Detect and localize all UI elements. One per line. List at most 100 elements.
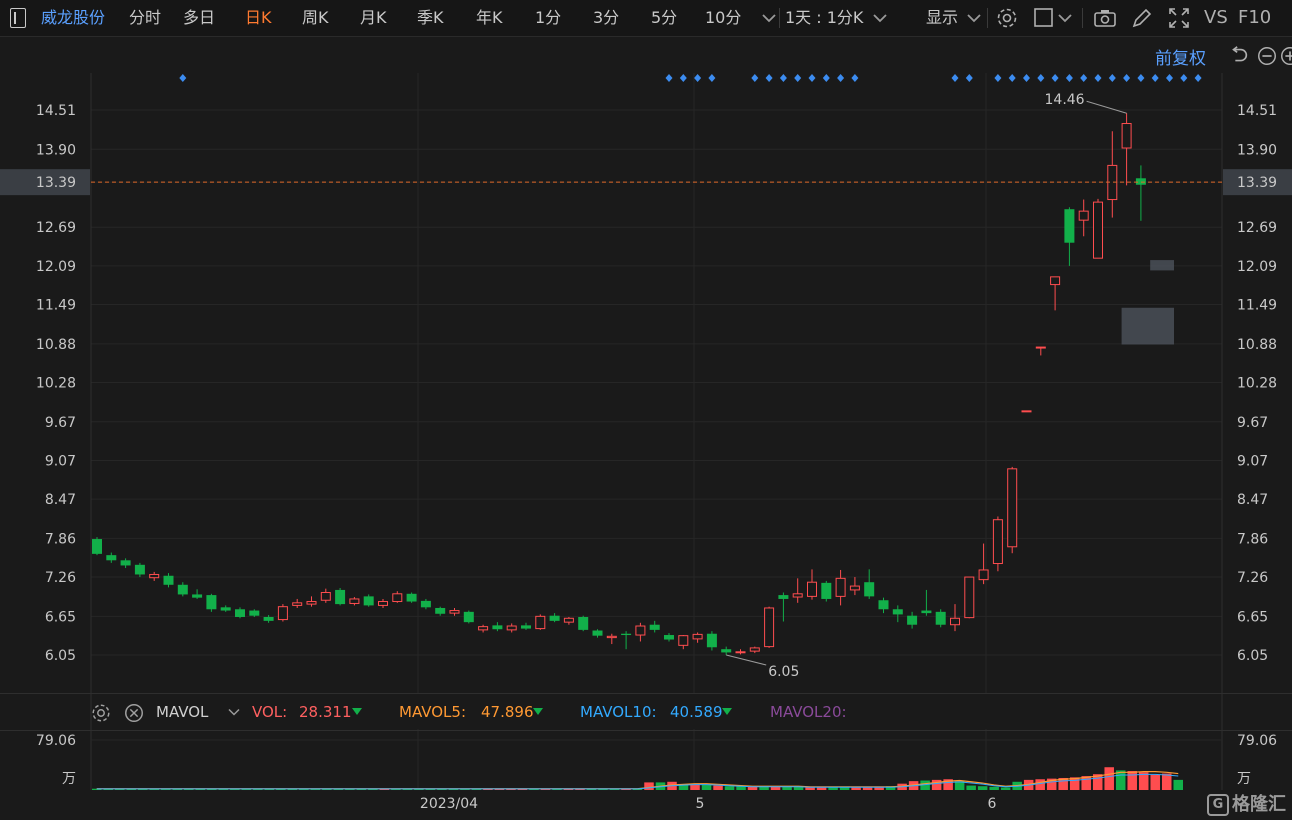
tab-weekly-k[interactable]: 周K — [302, 8, 329, 27]
candle-body — [950, 617, 960, 626]
signal-marker — [679, 74, 687, 82]
candle-body — [964, 576, 975, 619]
undo-icon[interactable] — [1228, 45, 1250, 67]
signal-marker — [851, 74, 859, 82]
vs-button[interactable]: VS — [1204, 7, 1228, 28]
candle-body — [735, 651, 746, 654]
candle-body — [192, 594, 203, 598]
volume-bar — [1173, 779, 1183, 790]
close-circle-icon[interactable] — [123, 702, 145, 724]
candle-body — [134, 564, 145, 575]
indicator-name[interactable]: MAVOL — [156, 703, 209, 721]
volume-bar — [747, 786, 758, 790]
signal-marker — [837, 74, 845, 82]
menu-icon[interactable] — [10, 8, 26, 28]
gear-icon[interactable] — [90, 702, 112, 724]
minus-circle-icon[interactable] — [1256, 45, 1278, 67]
candle-body — [435, 607, 446, 614]
price-tick-label: 14.51 — [1237, 103, 1277, 119]
candle-body — [492, 625, 503, 630]
volume-bar — [977, 786, 988, 790]
volume-bar — [1104, 767, 1114, 790]
candle-body — [463, 611, 474, 623]
price-gap-box — [1121, 307, 1174, 345]
chevron-down-icon[interactable] — [868, 6, 892, 30]
chevron-down-icon[interactable] — [224, 702, 244, 722]
volume-bar — [816, 786, 827, 790]
stock-name[interactable]: 威龙股份 — [41, 8, 106, 27]
volume-bar — [759, 786, 769, 790]
adjust-mode[interactable]: 前复权 — [1155, 49, 1206, 69]
date-axis-labels: 2023/04 5 6 — [420, 796, 997, 812]
tab-quarterly-k[interactable]: 季K — [417, 8, 444, 27]
candle-body — [892, 609, 903, 615]
candle-body — [792, 593, 803, 598]
volume-bar — [678, 784, 689, 790]
candle-body — [1121, 123, 1132, 149]
volume-bar — [839, 786, 850, 790]
fullscreen-icon[interactable] — [1167, 6, 1191, 30]
price-tick-label: 9.07 — [1237, 453, 1268, 469]
signal-marker — [765, 74, 773, 82]
tab-multi-day[interactable]: 多日 — [183, 8, 216, 27]
candle-body — [878, 600, 889, 610]
candle-body — [292, 602, 303, 606]
f10-button[interactable]: F10 — [1238, 7, 1272, 28]
triangle-down-icon — [352, 708, 362, 715]
volume-bar — [966, 785, 976, 790]
mavol20-label: MAVOL20: — [770, 703, 847, 721]
volume-bar — [1115, 770, 1126, 790]
volume-bar — [1081, 776, 1091, 790]
chevron-down-icon[interactable] — [757, 6, 781, 30]
chevron-down-icon[interactable] — [1053, 6, 1077, 30]
volume-tick-label: 79.06 — [1237, 733, 1277, 749]
tab-daily-k[interactable]: 日K — [245, 8, 272, 27]
candle-body — [420, 600, 431, 608]
tab-5min[interactable]: 5分 — [651, 8, 678, 27]
volume-axis-labels: 79.06 万 79.06 万 — [36, 733, 1277, 787]
volume-bar — [1058, 777, 1068, 790]
camera-icon[interactable] — [1093, 6, 1117, 30]
volume-tick-label: 79.06 — [36, 733, 76, 749]
square-icon[interactable] — [1032, 6, 1056, 30]
signal-marker — [694, 74, 702, 82]
volume-bar — [920, 780, 930, 790]
volume-bar — [1069, 777, 1080, 790]
price-tick-label: 6.65 — [45, 609, 76, 625]
tab-monthly-k[interactable]: 月K — [360, 8, 387, 27]
plus-circle-icon[interactable] — [1279, 45, 1292, 67]
price-tick-label: 8.47 — [45, 492, 76, 508]
price-tick-label: 13.39 — [36, 175, 76, 191]
volume-bar — [1127, 771, 1137, 790]
high-annotation-line — [1086, 100, 1127, 114]
candle-body — [320, 592, 331, 601]
candle-body — [935, 611, 946, 625]
mavol10-label: MAVOL10: — [580, 703, 657, 721]
signal-markers — [179, 74, 1202, 82]
tab-fenshi[interactable]: 分时 — [129, 8, 162, 27]
signal-marker — [1037, 74, 1045, 82]
price-tick-label: 10.88 — [1237, 337, 1277, 353]
chevron-down-icon[interactable] — [962, 6, 986, 30]
tab-10min[interactable]: 10分 — [705, 8, 742, 27]
volume-bar — [736, 786, 746, 790]
tab-3min[interactable]: 3分 — [593, 8, 620, 27]
current-price-tag — [1223, 169, 1292, 196]
candle-body — [1007, 468, 1018, 548]
combo-period[interactable]: 1天 : 1分K — [785, 8, 864, 27]
pencil-icon[interactable] — [1130, 6, 1154, 30]
brand-logo-icon: G — [1207, 794, 1229, 816]
volume-bar — [770, 786, 781, 790]
candle-body — [621, 633, 632, 636]
tab-yearly-k[interactable]: 年K — [476, 8, 503, 27]
signal-marker — [1151, 74, 1159, 82]
price-gap-box — [1150, 260, 1174, 271]
gear-icon[interactable] — [995, 6, 1019, 30]
candle-body — [478, 626, 489, 631]
signal-marker — [1180, 74, 1188, 82]
tab-1min[interactable]: 1分 — [535, 8, 562, 27]
candle-body — [235, 609, 245, 617]
price-tick-label: 12.09 — [1237, 259, 1277, 275]
display-menu[interactable]: 显示 — [926, 8, 959, 27]
